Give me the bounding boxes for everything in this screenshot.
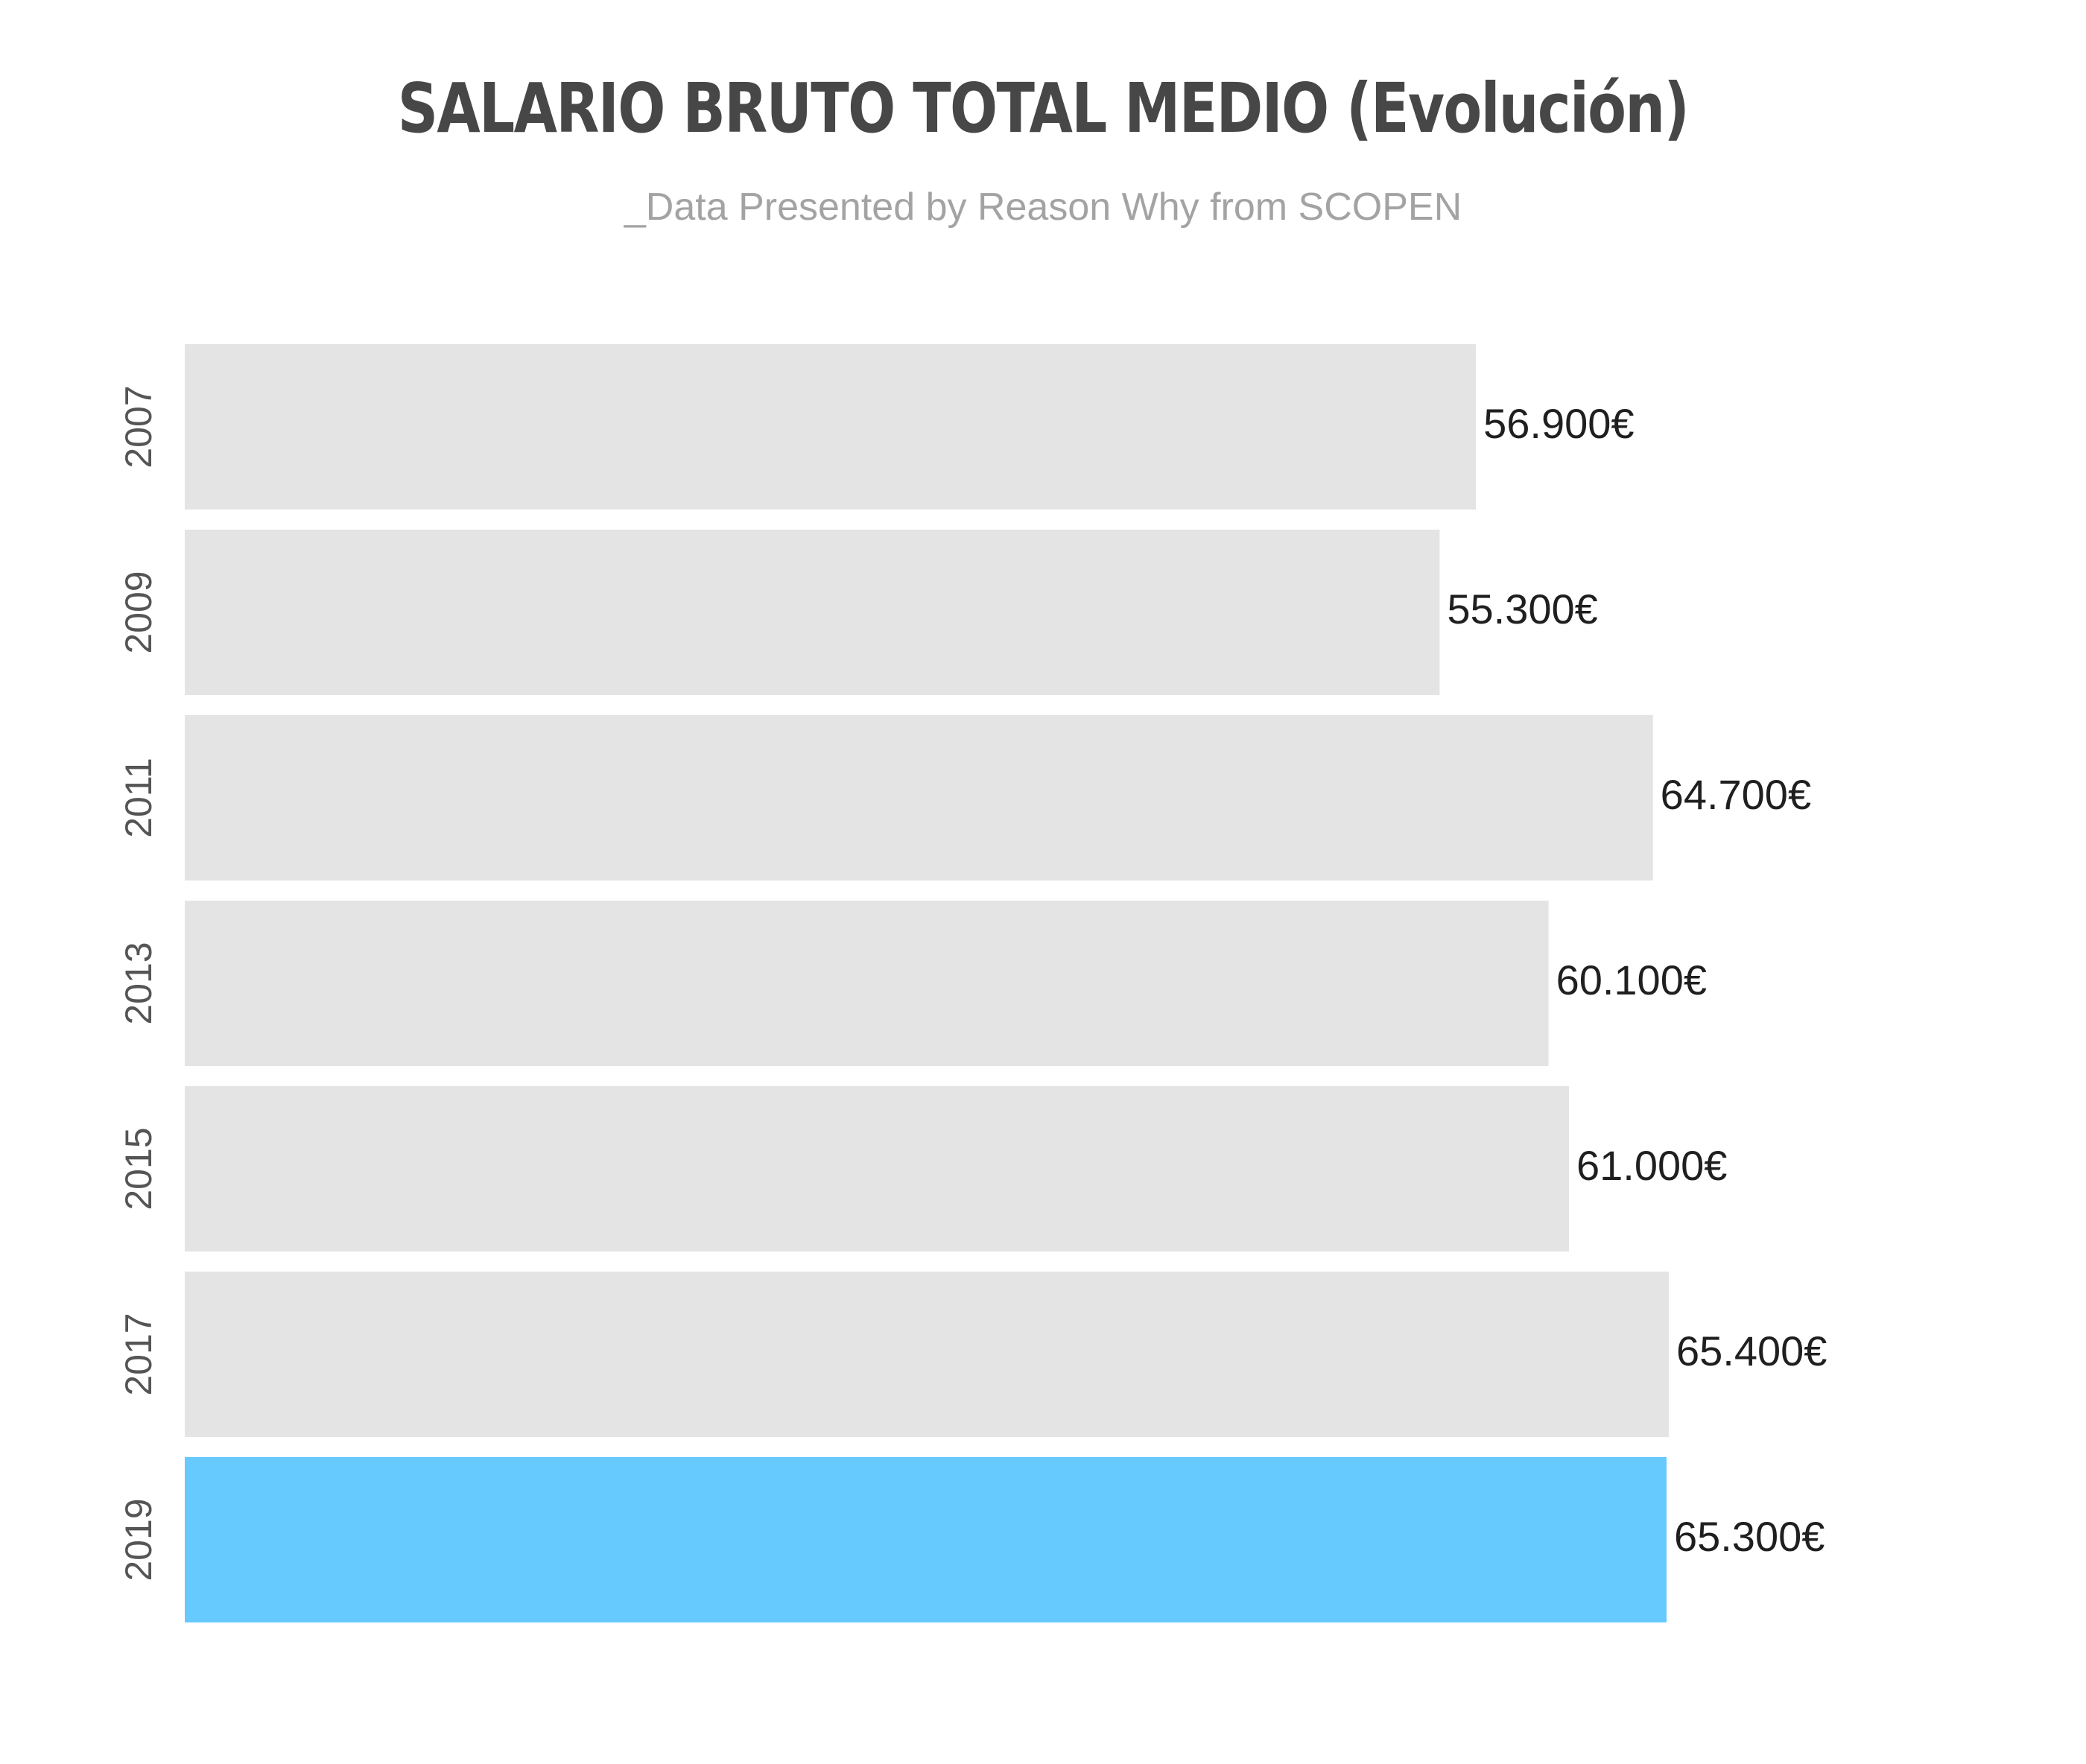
bar-2011 — [185, 715, 1653, 881]
bars-group — [185, 344, 1669, 1622]
bar-2017 — [185, 1272, 1669, 1437]
value-labels-group: 56.900€ 55.300€ 64.700€ 60.100€ 61.000€ 65.40… — [1447, 400, 1827, 1560]
category-label-2011: 2011 — [118, 758, 159, 838]
value-label-2019: 65.300€ — [1674, 1513, 1825, 1560]
value-label-2013: 60.100€ — [1556, 956, 1707, 1003]
year-labels-group: 2007 2009 2011 2013 2015 2017 2019 — [118, 385, 159, 1581]
bar-2009 — [185, 530, 1440, 695]
bar-2015 — [185, 1086, 1569, 1251]
category-label-2013: 2013 — [118, 942, 159, 1024]
category-label-2019: 2019 — [118, 1498, 159, 1581]
value-label-2009: 55.300€ — [1447, 586, 1597, 632]
category-label-2007: 2007 — [118, 385, 159, 468]
chart-subtitle: _Data Presented by Reason Why from SCOPE… — [624, 185, 1462, 229]
value-label-2011: 64.700€ — [1661, 771, 1811, 818]
category-label-2009: 2009 — [118, 571, 159, 653]
value-label-2007: 56.900€ — [1483, 400, 1634, 447]
value-label-2015: 61.000€ — [1576, 1142, 1727, 1189]
category-label-2015: 2015 — [118, 1127, 159, 1210]
bar-2007 — [185, 344, 1477, 510]
value-label-2017: 65.400€ — [1676, 1327, 1827, 1374]
category-label-2017: 2017 — [118, 1313, 159, 1395]
bar-2019 — [185, 1457, 1667, 1622]
chart-title: SALARIO BRUTO TOTAL MEDIO (Evolución) — [397, 69, 1690, 148]
bar-2013 — [185, 901, 1549, 1066]
